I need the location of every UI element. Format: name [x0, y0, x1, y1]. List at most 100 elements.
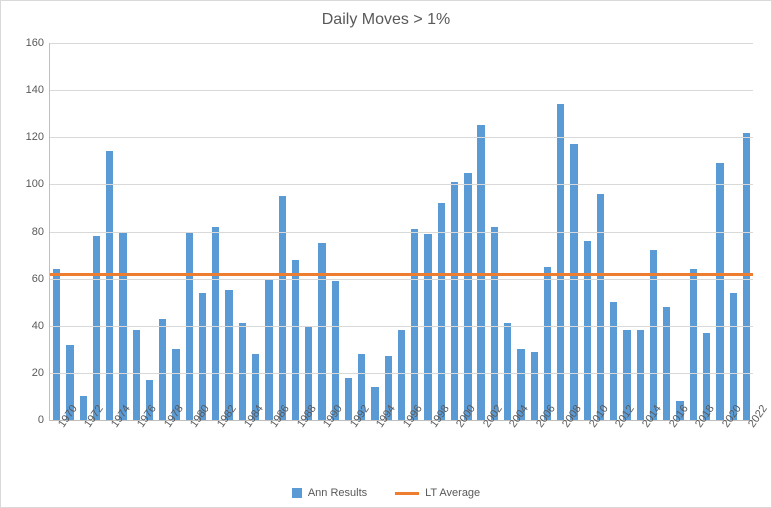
bar: [265, 279, 272, 420]
x-label-slot: [328, 423, 341, 467]
bar: [597, 194, 604, 420]
legend-swatch-bar: [292, 488, 302, 498]
x-label-slot: [726, 423, 739, 467]
legend-swatch-line: [395, 492, 419, 495]
bar: [212, 227, 219, 420]
x-label-slot: [594, 423, 607, 467]
bar: [93, 236, 100, 420]
y-tick-label: 160: [26, 37, 50, 49]
x-label-slot: [567, 423, 580, 467]
bar: [451, 182, 458, 420]
x-label-slot: 2018: [687, 423, 700, 467]
legend: Ann Results LT Average: [1, 487, 771, 499]
bar: [332, 281, 339, 420]
x-label-slot: [169, 423, 182, 467]
x-label-slot: [275, 423, 288, 467]
x-label-slot: 1978: [155, 423, 168, 467]
x-label-slot: 1984: [235, 423, 248, 467]
bar: [531, 352, 538, 420]
bar: [491, 227, 498, 420]
gridline: [50, 373, 753, 374]
y-tick-label: 140: [26, 84, 50, 96]
lt-average-line: [50, 273, 753, 276]
x-label-slot: [487, 423, 500, 467]
bar: [398, 330, 405, 420]
x-label-slot: [62, 423, 75, 467]
x-label-slot: [248, 423, 261, 467]
x-label-slot: 1990: [315, 423, 328, 467]
bar: [424, 234, 431, 420]
x-label-slot: 1976: [129, 423, 142, 467]
x-label-slot: 1988: [288, 423, 301, 467]
x-label-slot: 1994: [368, 423, 381, 467]
bar: [371, 387, 378, 420]
x-label-slot: 1980: [182, 423, 195, 467]
x-label-slot: [540, 423, 553, 467]
gridline: [50, 326, 753, 327]
bar: [663, 307, 670, 420]
gridline: [50, 43, 753, 44]
x-label-slot: 2006: [527, 423, 540, 467]
bar: [690, 269, 697, 420]
x-label-slot: [620, 423, 633, 467]
bar: [584, 241, 591, 420]
gridline: [50, 90, 753, 91]
x-label-slot: 1974: [102, 423, 115, 467]
bar: [716, 163, 723, 420]
x-label-slot: [222, 423, 235, 467]
legend-item-bars: Ann Results: [292, 487, 367, 499]
x-label-slot: [673, 423, 686, 467]
chart-container: Daily Moves > 1% 020406080100120140160 1…: [0, 0, 772, 508]
x-label-slot: 1998: [421, 423, 434, 467]
x-label-slot: 2016: [660, 423, 673, 467]
x-label-slot: 2010: [580, 423, 593, 467]
bar: [730, 293, 737, 420]
x-label-slot: 2022: [740, 423, 753, 467]
bar: [504, 323, 511, 420]
bar: [743, 133, 750, 420]
x-label-slot: [514, 423, 527, 467]
legend-label: Ann Results: [308, 487, 367, 499]
x-label-slot: 1986: [262, 423, 275, 467]
x-label-slot: 2002: [474, 423, 487, 467]
bar: [106, 151, 113, 420]
x-label-slot: 2014: [633, 423, 646, 467]
x-label-slot: 1970: [49, 423, 62, 467]
plot-area: 020406080100120140160: [49, 43, 753, 421]
bar: [610, 302, 617, 420]
bar: [133, 330, 140, 420]
x-label-slot: 2004: [501, 423, 514, 467]
bar: [464, 173, 471, 420]
x-label-slot: 1982: [208, 423, 221, 467]
x-label-slot: [700, 423, 713, 467]
x-label-slot: 1996: [394, 423, 407, 467]
bar: [53, 269, 60, 420]
bar: [279, 196, 286, 420]
bar: [318, 243, 325, 420]
x-label-slot: [354, 423, 367, 467]
x-label-slot: [408, 423, 421, 467]
x-label-slot: [434, 423, 447, 467]
x-label-slot: 1972: [76, 423, 89, 467]
y-tick-label: 80: [32, 226, 50, 238]
y-tick-label: 120: [26, 131, 50, 143]
x-label-slot: 2020: [713, 423, 726, 467]
y-tick-label: 100: [26, 178, 50, 190]
bar: [411, 229, 418, 420]
bar: [345, 378, 352, 420]
bar: [292, 260, 299, 420]
x-label-slot: 2012: [607, 423, 620, 467]
x-label-slot: [195, 423, 208, 467]
bar: [637, 330, 644, 420]
x-label-slot: [381, 423, 394, 467]
x-label-slot: 2000: [447, 423, 460, 467]
gridline: [50, 279, 753, 280]
legend-item-line: LT Average: [395, 487, 480, 499]
x-label-slot: 1992: [341, 423, 354, 467]
x-label-slot: [142, 423, 155, 467]
y-tick-label: 60: [32, 273, 50, 285]
gridline: [50, 184, 753, 185]
y-tick-label: 40: [32, 320, 50, 332]
gridline: [50, 232, 753, 233]
x-label-slot: [89, 423, 102, 467]
